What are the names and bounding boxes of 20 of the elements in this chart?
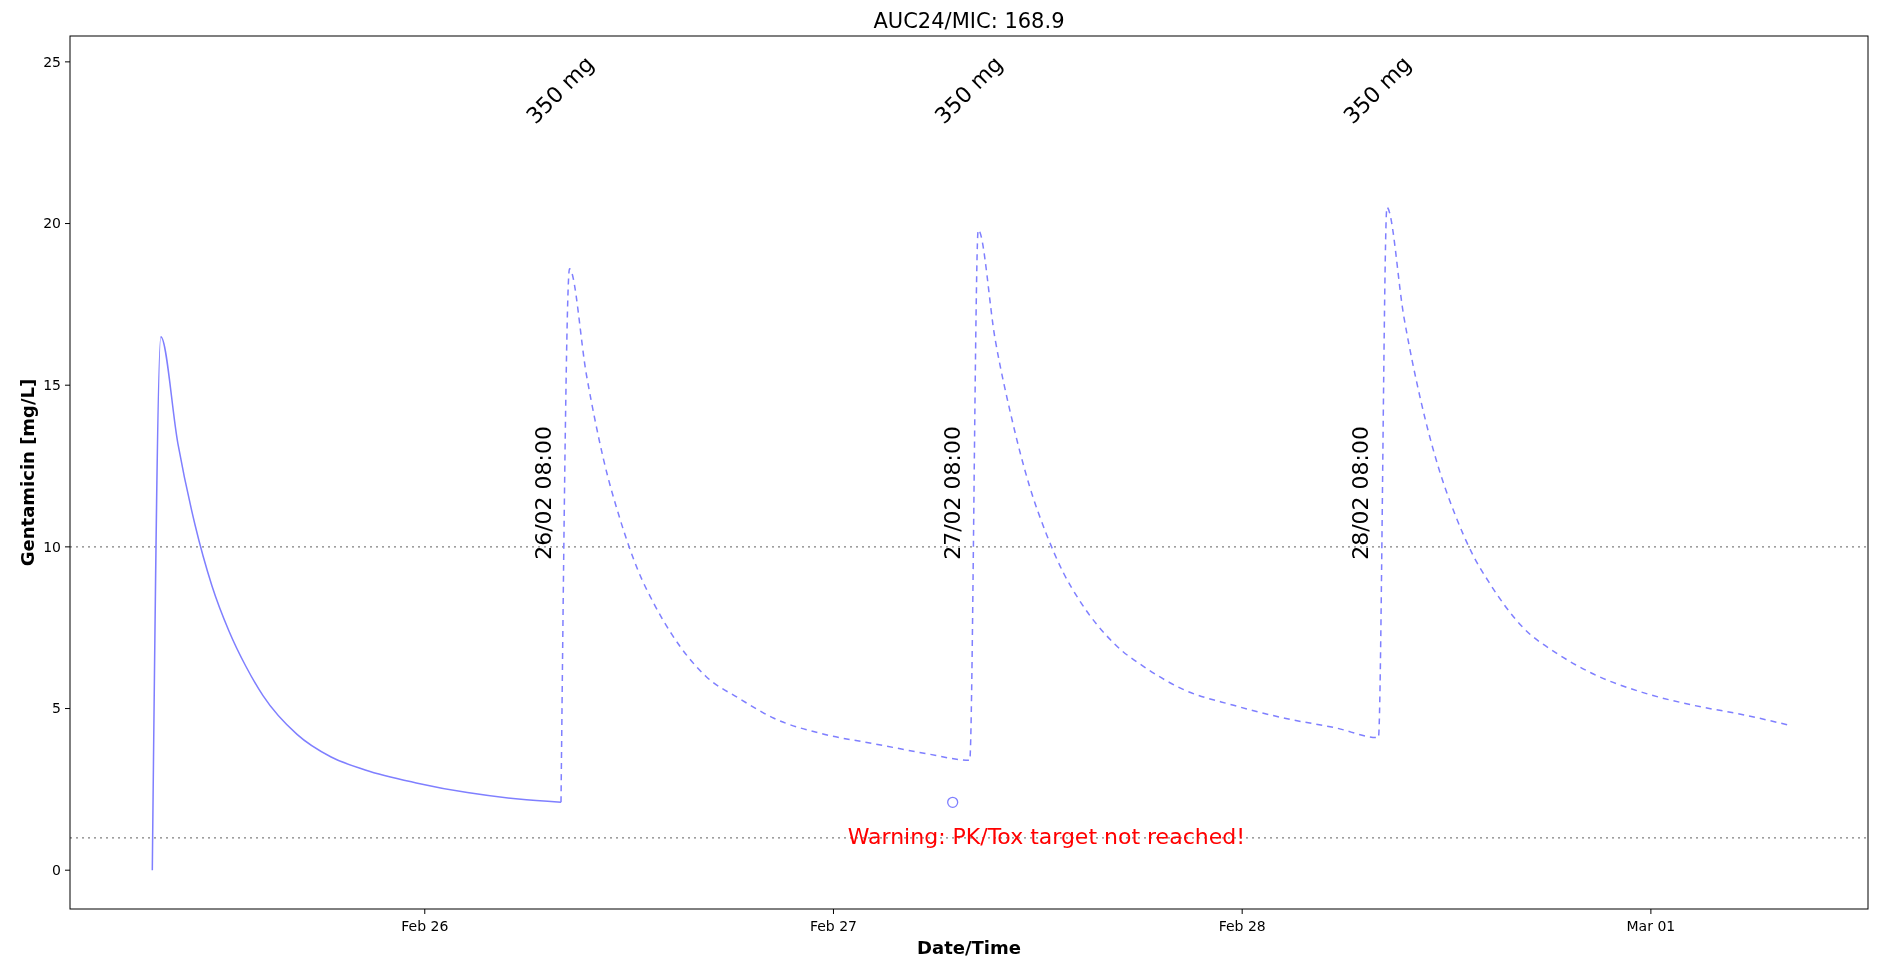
chart-title: AUC24/MIC: 168.9 xyxy=(873,9,1065,33)
annotation: 350 mg xyxy=(1338,51,1417,129)
y-axis-title: Gentamicin [mg/L] xyxy=(17,378,38,567)
annotation: 28/02 08:00 xyxy=(1348,426,1374,560)
x-tick-label: Feb 26 xyxy=(401,918,449,934)
x-tick-label: Feb 28 xyxy=(1218,918,1266,934)
x-tick-label: Mar 01 xyxy=(1626,918,1676,934)
y-tick-label: 0 xyxy=(52,862,61,879)
annotation: Warning: PK/Tox target not reached! xyxy=(847,823,1245,849)
annotation: 350 mg xyxy=(929,51,1008,129)
x-tick-label: Feb 27 xyxy=(809,918,858,934)
y-tick-label: 20 xyxy=(43,215,61,232)
x-axis-title: Date/Time xyxy=(917,937,1021,958)
y-tick-label: 25 xyxy=(43,53,61,70)
annotation: 350 mg xyxy=(521,51,599,129)
annotation: 27/02 08:00 xyxy=(939,426,965,560)
y-tick-label: 10 xyxy=(43,538,61,555)
y-tick-label: 15 xyxy=(43,377,61,394)
y-tick-label: 5 xyxy=(52,700,61,717)
annotation: 26/02 08:00 xyxy=(531,426,557,560)
